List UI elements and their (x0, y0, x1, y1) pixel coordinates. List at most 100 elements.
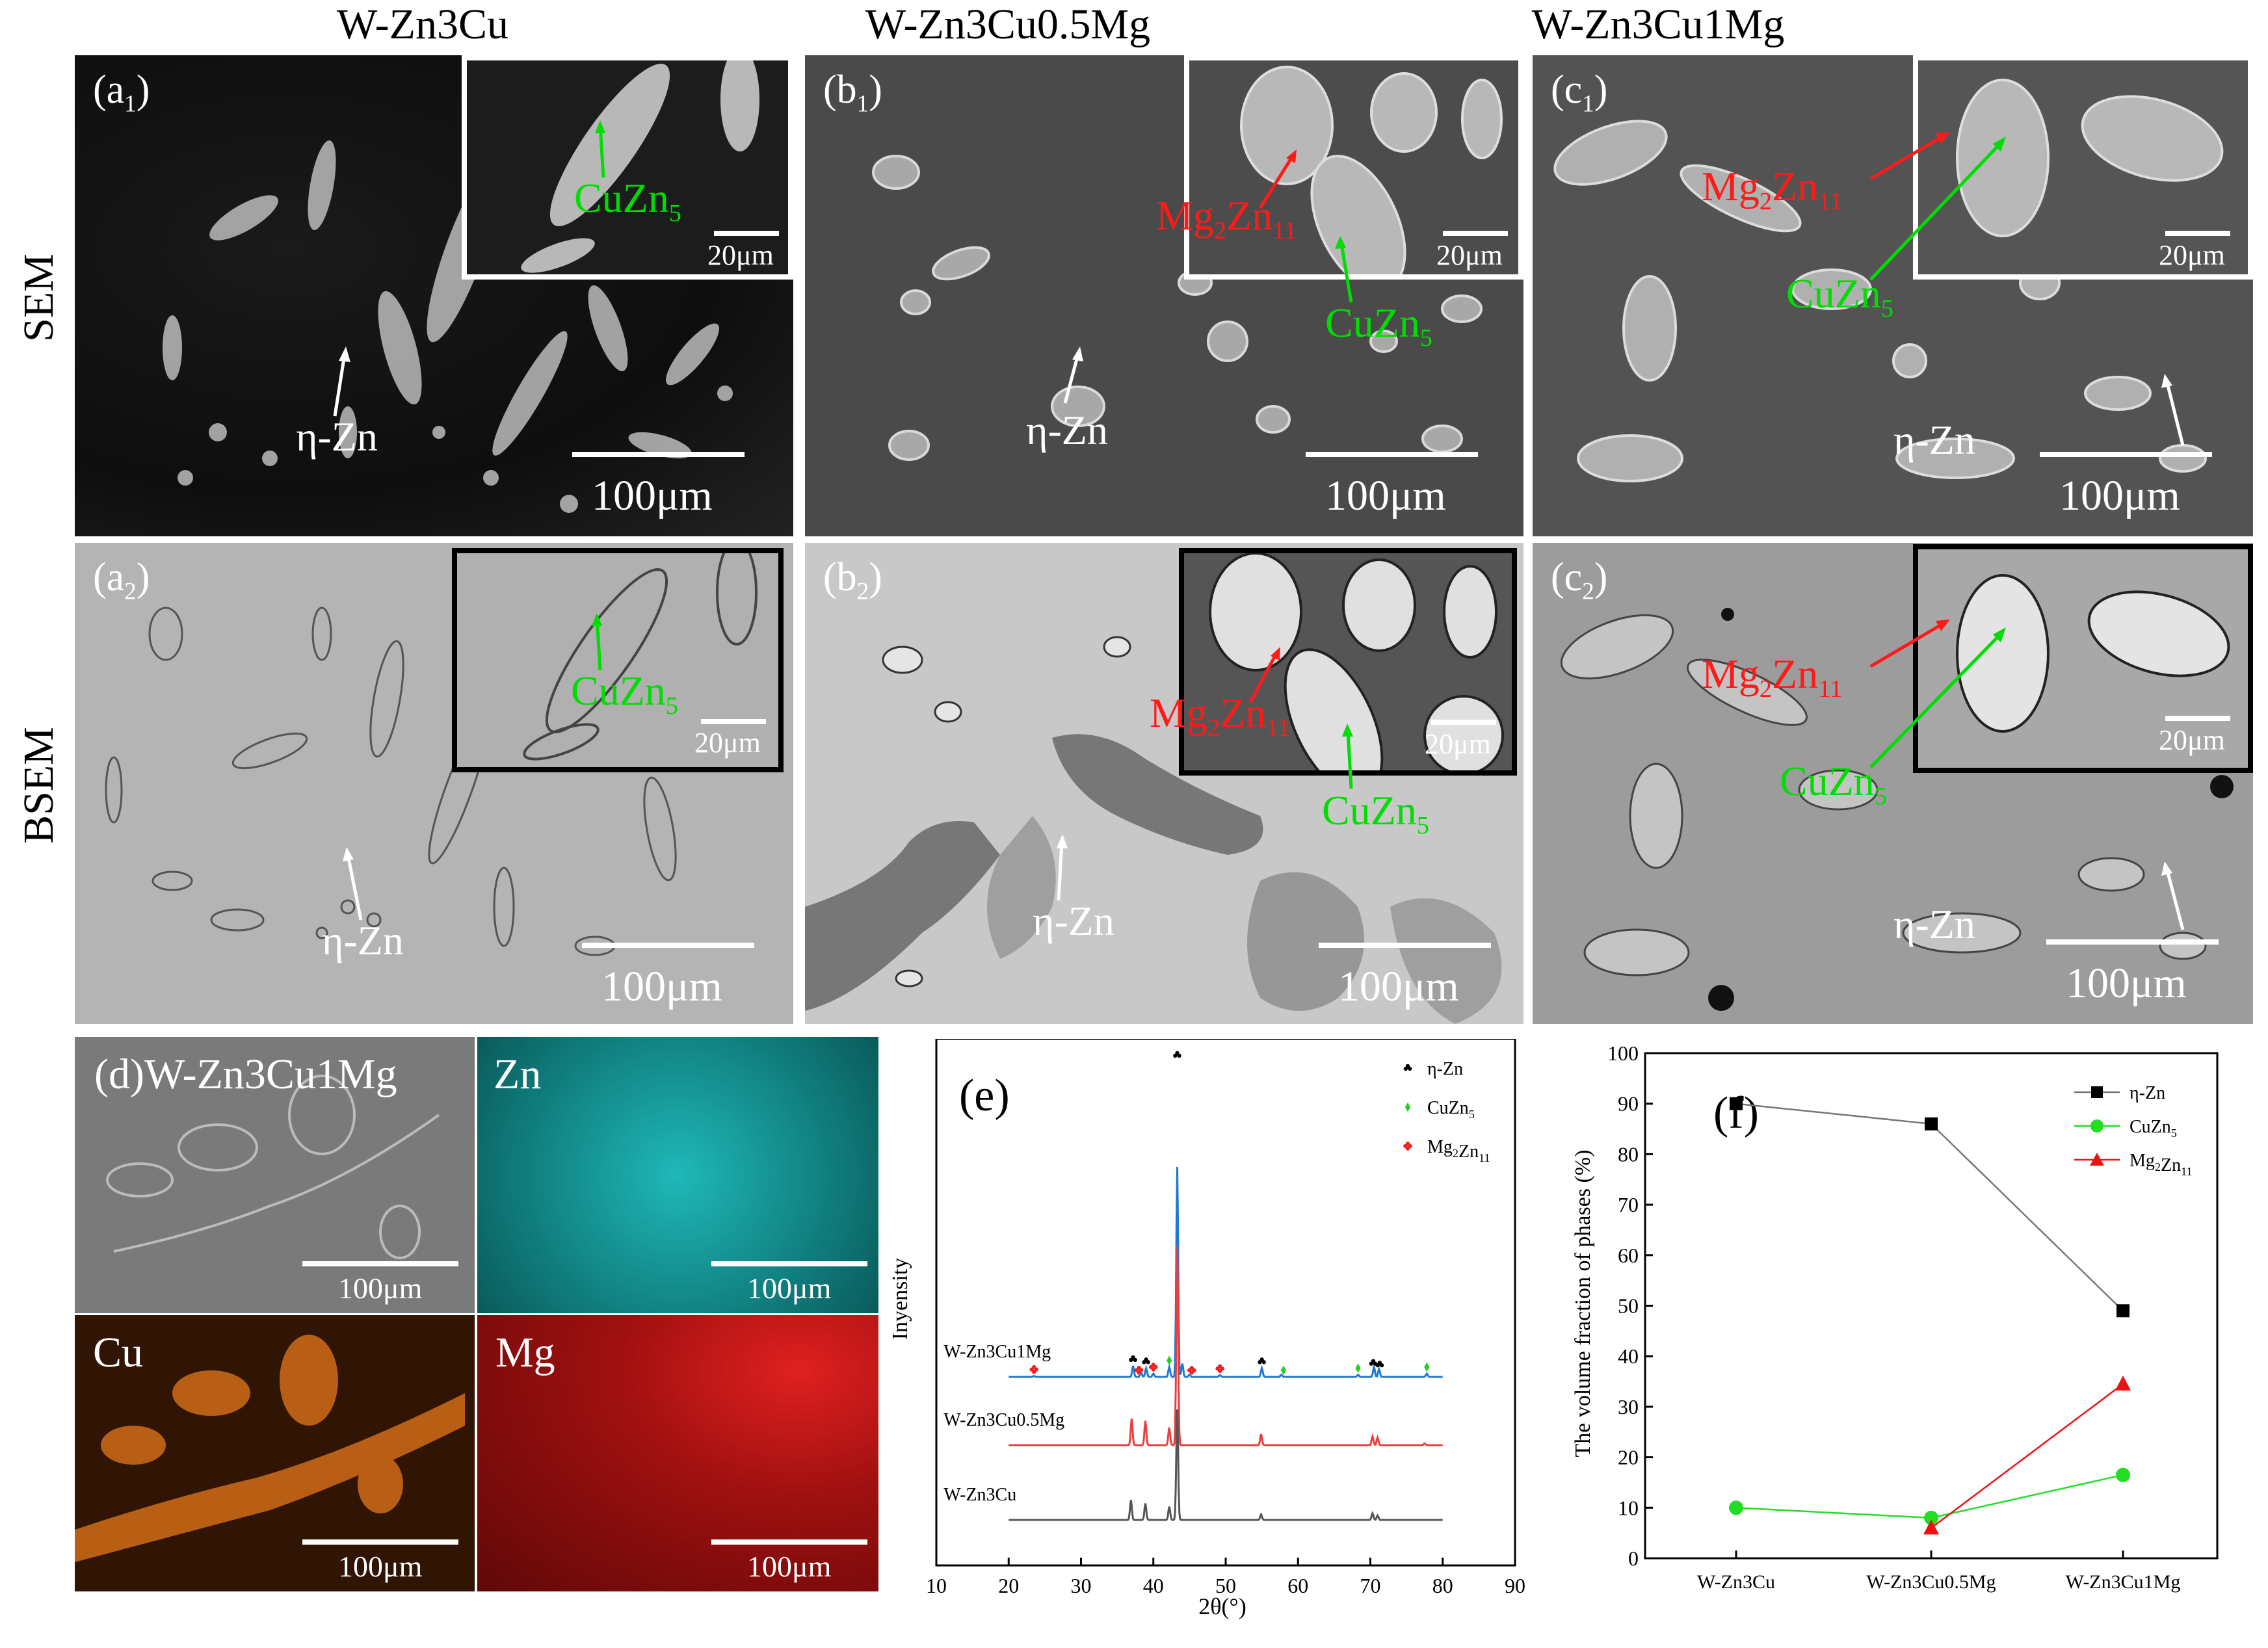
sem-texture (872, 155, 1483, 461)
label-cuzn5: CuZn5 (574, 175, 681, 227)
scale-label-large: 100μm (747, 1272, 832, 1305)
scale-bar-large (711, 1261, 867, 1266)
scale-label-large: 100μm (747, 1550, 832, 1583)
xrd-series: W-Zn3Cu1Mg W-Zn3Cu0.5Mg W-Zn3Cu (943, 1166, 1443, 1521)
sem-panel-a1: (a1) CuZn5 20μm η-Zn 100μm (75, 55, 793, 536)
eds-title: (d)W-Zn3Cu1Mg (94, 1051, 397, 1098)
x-tick-label: W-Zn3Cu0.5Mg (1866, 1571, 1996, 1593)
scale-bar-small (1431, 720, 1496, 725)
inset-texture (1956, 79, 2224, 237)
row-label-bsem: BSEM (15, 727, 62, 844)
vf-point (1924, 1510, 1938, 1525)
bsem-texture (1560, 608, 2234, 1011)
xrd-legend-label: CuZn5 (1427, 1098, 1475, 1121)
label-cuzn5: CuZn5 (1325, 300, 1432, 352)
arrow-eta-zn (333, 347, 350, 417)
vf-legend-label: CuZn5 (2130, 1117, 2177, 1140)
xrd-phase-markers (1029, 1051, 1430, 1375)
xrd-phase-marker (1032, 1370, 1036, 1374)
y-tick-label: 10 (1618, 1496, 1639, 1519)
arrow-cuzn5 (595, 120, 605, 178)
eds-map-zn: Zn 100μm (477, 1037, 878, 1313)
xrd-line (1009, 1166, 1443, 1378)
y-tick-label: 50 (1618, 1294, 1639, 1318)
scale-label-large: 100μm (1325, 472, 1446, 519)
y-tick-label: 70 (1618, 1193, 1639, 1216)
scale-bar-large (302, 1539, 458, 1545)
panel-label-c1: (c1) (1551, 68, 1608, 118)
eds-map-cu: Cu 100μm (75, 1315, 475, 1591)
y-tick-label: 100 (1607, 1041, 1639, 1065)
xrd-phase-marker (1379, 1363, 1384, 1368)
label-mg2zn11: Mg2Zn11 (1150, 690, 1291, 742)
scale-label-large: 100μm (1338, 963, 1459, 1010)
xrd-phase-marker (1146, 1360, 1150, 1365)
vf-point (1923, 1519, 1939, 1535)
eds-label-mg: Mg (495, 1329, 555, 1376)
xrd-legend-label: Mg2Zn11 (1427, 1137, 1490, 1164)
scale-label-large: 100μm (338, 1550, 423, 1583)
scale-label-small: 20μm (694, 727, 761, 759)
scale-bar-small (714, 231, 779, 236)
xrd-legend-marker (1403, 1066, 1408, 1071)
zoom-inset-a2: CuZn5 20μm (452, 548, 784, 772)
xrd-phase-marker (1177, 1053, 1181, 1058)
inset-texture (1240, 66, 1503, 274)
scale-bar-large (2040, 452, 2212, 457)
x-tick-label: 80 (1432, 1574, 1453, 1597)
vf-point (1730, 1097, 1743, 1110)
label-eta-zn: η-Zn (322, 917, 404, 963)
row-label-sem: SEM (15, 254, 62, 342)
zoom-inset-c2: 20μm (1913, 544, 2253, 773)
zoom-inset-b1: 20μm (1184, 55, 1523, 280)
x-tick-label: 60 (1287, 1574, 1308, 1597)
x-tick-label: 10 (926, 1574, 947, 1597)
label-cuzn5: CuZn5 (1780, 758, 1887, 810)
sem-texture (1553, 120, 2207, 482)
bsem-panel-a2: (a2) CuZn5 20μm η-Zn 100μm (75, 543, 793, 1024)
xrd-legend-marker (1404, 1102, 1411, 1112)
xrd-phase-marker (1369, 1361, 1373, 1366)
bsem-panel-c2: (c2) 20μm Mg2Zn11 CuZn5 η-Zn 100μm (1533, 543, 2253, 1024)
scale-label-small: 20μm (1425, 728, 1491, 760)
eds-label-zn: Zn (494, 1051, 542, 1098)
xrd-phase-marker (1355, 1363, 1361, 1373)
annotation-arrows (1869, 132, 2185, 446)
x-tick-label: 30 (1071, 1574, 1092, 1597)
panel-label-c2: (c2) (1551, 555, 1608, 605)
xrd-legend-label: η-Zn (1427, 1059, 1463, 1079)
xrd-phase-marker (1375, 1363, 1380, 1368)
scale-bar-small (1443, 231, 1508, 236)
annotation-arrows (1869, 620, 2185, 930)
label-cuzn5: CuZn5 (571, 668, 678, 720)
label-cuzn5: CuZn5 (1786, 270, 1893, 322)
xrd-legend-marker (1408, 1066, 1412, 1071)
xrd-phase-marker (1137, 1370, 1141, 1375)
y-tick-label: 90 (1618, 1092, 1639, 1116)
y-tick-label: 30 (1618, 1395, 1639, 1419)
x-tick-label: 70 (1360, 1574, 1381, 1597)
inset-texture (523, 553, 758, 761)
bsem-texture (805, 636, 1502, 1024)
xrd-phase-marker (1151, 1367, 1155, 1372)
xrd-phase-marker (1142, 1360, 1146, 1365)
vf-x-axis: W-Zn3Cu W-Zn3Cu0.5Mg W-Zn3Cu1Mg (1697, 1550, 2180, 1593)
vf-line (1931, 1383, 2124, 1529)
xrd-legend: η-Zn CuZn5 Mg2Zn11 (1403, 1059, 1490, 1164)
annotation-arrows (1063, 150, 1353, 404)
scale-label-large: 100μm (601, 963, 722, 1010)
vf-legend-marker (2090, 1119, 2103, 1132)
vf-legend-marker (2090, 1153, 2104, 1166)
scale-label-large: 100μm (592, 472, 713, 519)
scale-label-small: 20μm (2159, 724, 2225, 756)
zoom-inset-a1: CuZn5 20μm (462, 55, 793, 280)
x-tick-label: W-Zn3Cu (1697, 1571, 1775, 1593)
eds-sem-image: (d)W-Zn3Cu1Mg 100μm (75, 1037, 475, 1313)
label-mg2zn11: Mg2Zn11 (1702, 651, 1843, 703)
y-tick-label: 40 (1618, 1344, 1639, 1368)
vf-point (2116, 1467, 2130, 1482)
scale-label-large: 100μm (2066, 960, 2187, 1007)
label-mg2zn11: Mg2Zn11 (1702, 163, 1843, 215)
